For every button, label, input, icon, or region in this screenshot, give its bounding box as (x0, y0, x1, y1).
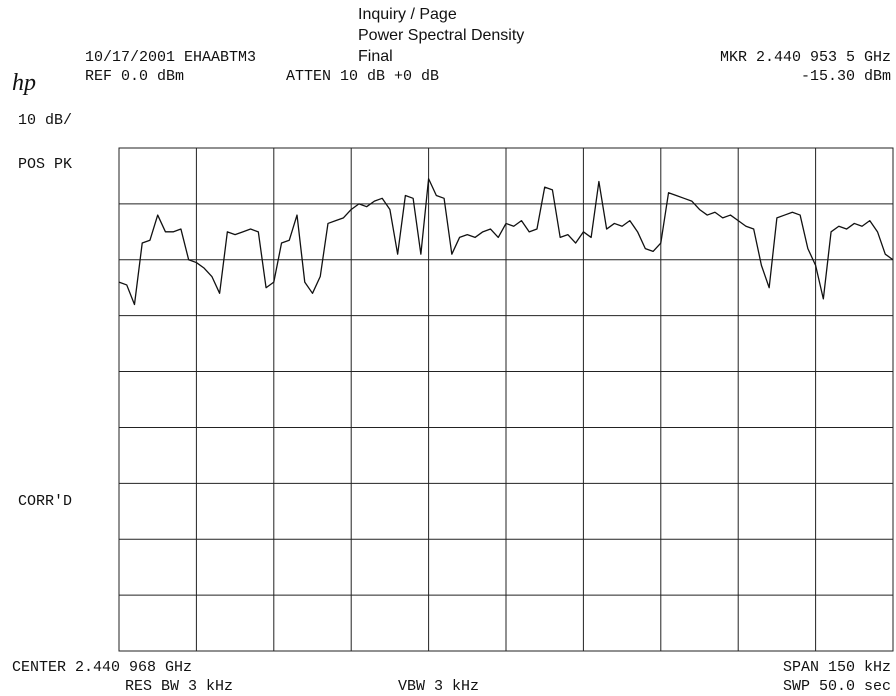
center-freq: CENTER 2.440 968 GHz (12, 659, 192, 676)
detector-label: POS PK (18, 156, 72, 173)
span: SPAN 150 kHz (783, 659, 891, 676)
marker-freq: MKR 2.440 953 5 GHz (720, 49, 891, 66)
ref-level: REF 0.0 dBm (85, 68, 184, 85)
rbw: RES BW 3 kHz (125, 678, 233, 695)
marker-level: -15.30 dBm (801, 68, 891, 85)
correction-label: CORR'D (18, 493, 72, 510)
chart-subtitle: Power Spectral Density (358, 27, 524, 44)
date-id: 10/17/2001 EHAABTM3 (85, 49, 256, 66)
scale-label: 10 dB/ (18, 112, 72, 129)
hp-logo: hp (12, 70, 36, 96)
attenuation: ATTEN 10 dB +0 dB (286, 68, 439, 85)
chart-title: Inquiry / Page (358, 6, 457, 23)
trace-label: Final (358, 48, 393, 65)
trace (118, 178, 894, 306)
sweep: SWP 50.0 sec (783, 678, 891, 695)
vbw: VBW 3 kHz (398, 678, 479, 695)
